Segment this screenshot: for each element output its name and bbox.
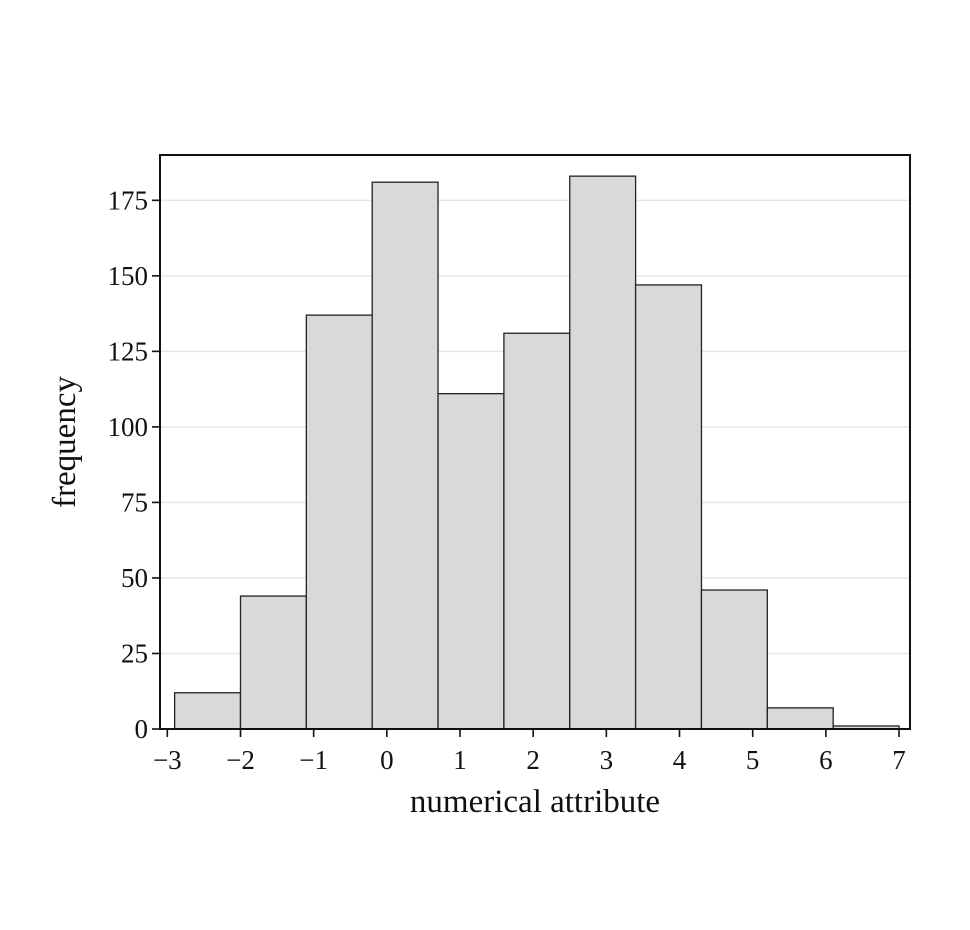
y-tick-label: 50 <box>121 563 148 593</box>
x-tick-label: 5 <box>746 745 760 775</box>
x-axis-ticks: −3 −2 −1 0 1 2 3 4 5 6 7 <box>153 729 906 775</box>
x-tick-label: 6 <box>819 745 833 775</box>
histogram-bar-6 <box>569 175 637 730</box>
histogram-bar-5 <box>503 332 571 730</box>
y-tick-label: 0 <box>135 714 149 744</box>
x-axis-label: numerical attribute <box>410 784 660 820</box>
bars <box>173 175 900 730</box>
x-tick-label: 3 <box>600 745 614 775</box>
x-tick-label: 0 <box>380 745 394 775</box>
histogram-bar-0 <box>173 692 242 730</box>
histogram-bar-7 <box>634 284 703 730</box>
histogram-bar-2 <box>305 314 373 730</box>
x-tick-label: 4 <box>673 745 687 775</box>
y-tick-label: 125 <box>108 336 149 366</box>
x-tick-label: −2 <box>226 745 255 775</box>
histogram-bar-8 <box>700 589 768 730</box>
y-tick-label: 100 <box>108 412 149 442</box>
histogram-bar-4 <box>437 393 505 730</box>
plot-frame <box>159 154 911 730</box>
y-axis-label: frequency <box>47 376 83 508</box>
y-tick-label: 175 <box>108 185 149 215</box>
histogram-bar-3 <box>371 181 439 730</box>
x-tick-label: 1 <box>453 745 467 775</box>
histogram-bar-1 <box>239 595 307 730</box>
x-tick-label: 7 <box>892 745 906 775</box>
y-tick-label: 75 <box>121 487 148 517</box>
x-tick-label: −3 <box>153 745 182 775</box>
x-tick-label: −1 <box>299 745 328 775</box>
y-tick-label: 25 <box>121 638 148 668</box>
histogram-bar-9 <box>766 707 834 730</box>
x-tick-label: 2 <box>526 745 540 775</box>
y-tick-label: 150 <box>108 261 149 291</box>
y-axis-ticks: 0 25 50 75 100 125 150 175 <box>108 185 160 744</box>
